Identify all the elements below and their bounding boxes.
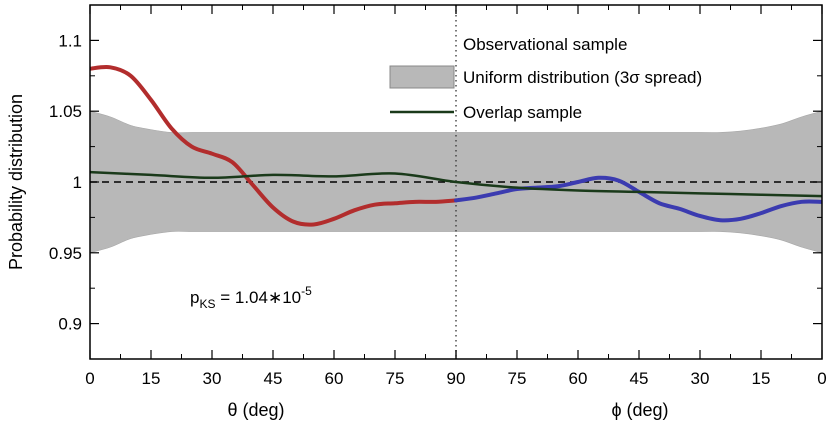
legend: Observational sample Uniform distributio… bbox=[389, 35, 702, 122]
x-tick-label: 75 bbox=[508, 369, 527, 388]
pks-mantissa: 1.04 bbox=[235, 288, 268, 307]
x-tick-label: 60 bbox=[325, 369, 344, 388]
x-tick-label: 75 bbox=[386, 369, 405, 388]
x-tick-label: 15 bbox=[752, 369, 771, 388]
x-tick-label: 60 bbox=[569, 369, 588, 388]
legend-overlap-label: Overlap sample bbox=[463, 103, 582, 122]
x-tick-label: 45 bbox=[264, 369, 283, 388]
pks-equals: = bbox=[215, 288, 234, 307]
series-overlap-sample bbox=[90, 170, 822, 198]
plot-frame bbox=[89, 4, 823, 360]
legend-observational-label: Observational sample bbox=[463, 35, 627, 54]
x-tick-label: 15 bbox=[142, 369, 161, 388]
y-tick-label: 1 bbox=[73, 173, 82, 192]
x-tick-label: 90 bbox=[447, 369, 466, 388]
x-tick-label: 30 bbox=[691, 369, 710, 388]
x-tick-label: 45 bbox=[630, 369, 649, 388]
pks-subscript: KS bbox=[199, 297, 215, 311]
x-tick-label: 0 bbox=[817, 369, 826, 388]
x-tick-label: 30 bbox=[203, 369, 222, 388]
y-tick-label: 0.9 bbox=[58, 315, 82, 334]
legend-uniform-swatch bbox=[389, 65, 455, 89]
pks-p: p bbox=[190, 288, 199, 307]
y-tick-label: 1.05 bbox=[49, 102, 82, 121]
y-axis-title: Probability distribution bbox=[6, 94, 26, 270]
series-observational-sample bbox=[90, 64, 458, 227]
x-tick-label: 0 bbox=[85, 369, 94, 388]
pks-times: ∗ bbox=[268, 288, 282, 307]
pks-base: 10 bbox=[282, 288, 301, 307]
y-tick-label: 0.95 bbox=[49, 244, 82, 263]
legend-uniform-label: Uniform distribution (3σ spread) bbox=[463, 68, 702, 87]
y-tick-label: 1.1 bbox=[58, 31, 82, 50]
x-axis-title-theta: θ (deg) bbox=[227, 400, 284, 420]
pks-exponent: -5 bbox=[301, 284, 312, 298]
x-axis-title-phi: ϕ (deg) bbox=[611, 400, 668, 420]
pks-annotation: pKS = 1.04∗10-5 bbox=[190, 284, 312, 311]
